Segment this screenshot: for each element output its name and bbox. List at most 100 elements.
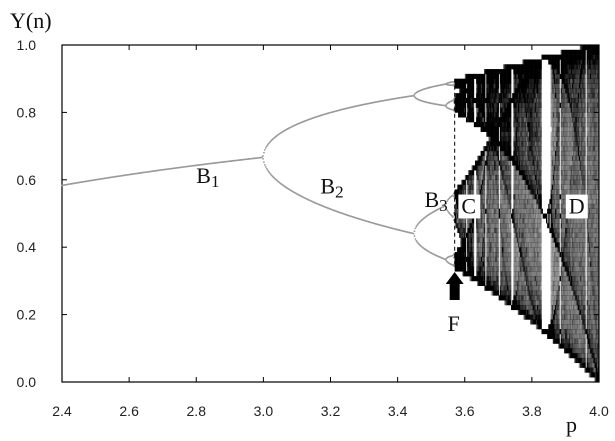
chaos-cell bbox=[499, 256, 502, 262]
chaos-cell bbox=[460, 107, 462, 113]
chaos-cell bbox=[496, 242, 498, 248]
chaos-cell bbox=[497, 97, 499, 104]
chaos-cell bbox=[482, 170, 485, 176]
chaos-cell bbox=[488, 280, 490, 287]
chaos-cell bbox=[470, 97, 472, 104]
chaos-cell bbox=[476, 73, 478, 79]
chaos-cell bbox=[468, 93, 470, 99]
chaos-cell bbox=[493, 194, 495, 200]
chaos-cell bbox=[509, 184, 512, 190]
chaos-cell bbox=[558, 218, 560, 224]
chaos-cell bbox=[540, 223, 542, 229]
chaos-cell bbox=[472, 218, 475, 224]
chaos-cell bbox=[496, 102, 498, 108]
chaos-cell bbox=[479, 237, 481, 243]
chaos-cell bbox=[481, 93, 484, 99]
chaos-cell bbox=[467, 242, 469, 248]
chaos-cell bbox=[558, 242, 560, 248]
chaos-cell bbox=[558, 223, 560, 229]
chaos-cell bbox=[488, 189, 490, 195]
chaos-cell bbox=[496, 73, 498, 79]
chaos-cell bbox=[454, 93, 457, 99]
chaos-cell bbox=[502, 146, 504, 152]
chaos-cell bbox=[464, 247, 467, 253]
chaos-cell bbox=[491, 88, 494, 94]
chaos-cell bbox=[484, 78, 486, 84]
chaos-cell bbox=[486, 208, 488, 214]
chaos-cell bbox=[470, 189, 472, 195]
chaos-cell bbox=[478, 83, 480, 89]
chaos-cell bbox=[463, 261, 466, 267]
chaos-cell bbox=[496, 208, 498, 214]
chaos-cell bbox=[482, 194, 485, 200]
chaos-cell bbox=[472, 266, 475, 272]
chaos-cell bbox=[459, 107, 461, 113]
branch-point bbox=[267, 170, 270, 173]
chaos-cell bbox=[459, 78, 461, 84]
chaos-cell bbox=[487, 266, 489, 272]
chaos-cell bbox=[484, 184, 486, 190]
chaos-cell bbox=[481, 179, 484, 185]
chaos-cell bbox=[500, 223, 503, 229]
chaos-cell bbox=[496, 93, 498, 99]
chaos-cell bbox=[471, 179, 474, 185]
chaos-cell bbox=[494, 141, 496, 147]
branch-point bbox=[412, 232, 415, 235]
chaos-cell bbox=[509, 174, 512, 181]
chaos-cell bbox=[454, 107, 457, 113]
chaos-cell bbox=[497, 136, 499, 142]
chaos-cell bbox=[489, 78, 492, 84]
chaos-cell bbox=[463, 223, 466, 229]
chaos-cell bbox=[478, 160, 480, 166]
chaos-cell bbox=[465, 117, 468, 123]
chaos-cell bbox=[463, 252, 466, 258]
chaos-cell bbox=[486, 280, 488, 287]
chaos-cell bbox=[473, 165, 476, 171]
chaos-cell bbox=[540, 256, 542, 262]
chaos-cell bbox=[499, 223, 502, 229]
chaos-cell bbox=[489, 93, 492, 99]
chaos-cell bbox=[462, 78, 464, 84]
chaos-cell bbox=[460, 266, 462, 272]
chaos-cell bbox=[500, 126, 503, 132]
chaos-cell bbox=[481, 252, 484, 258]
chaos-cell bbox=[496, 83, 498, 89]
chaos-cell bbox=[456, 227, 459, 234]
chaos-cell bbox=[468, 179, 470, 185]
chaos-cell bbox=[456, 184, 459, 190]
chaos-cell bbox=[500, 73, 503, 79]
chaos-cell bbox=[495, 165, 497, 171]
chaos-cell bbox=[472, 97, 475, 104]
chaos-cell bbox=[468, 227, 470, 234]
chaos-cell bbox=[487, 93, 489, 99]
chaos-cell bbox=[476, 256, 478, 262]
chaos-cell bbox=[493, 112, 495, 118]
chaos-cell bbox=[484, 170, 486, 176]
chaos-cell bbox=[499, 247, 502, 253]
chaos-cell bbox=[484, 285, 486, 291]
chaos-cell bbox=[500, 102, 503, 108]
chaos-cell bbox=[477, 223, 479, 229]
chaos-cell bbox=[493, 199, 495, 205]
chaos-cell bbox=[489, 73, 492, 79]
chaos-cell bbox=[464, 218, 467, 224]
chaos-cell bbox=[481, 223, 484, 229]
chaos-cell bbox=[509, 271, 512, 277]
chaos-cell bbox=[500, 218, 503, 224]
chaos-cell bbox=[464, 174, 467, 181]
chaos-cell bbox=[495, 97, 497, 104]
chaos-cell bbox=[481, 276, 484, 282]
chaos-cell bbox=[486, 203, 488, 209]
chaos-cell bbox=[558, 179, 560, 185]
chaos-cell bbox=[495, 223, 497, 229]
chaos-cell bbox=[477, 73, 479, 79]
chaos-cell bbox=[460, 227, 462, 234]
chaos-cell bbox=[470, 261, 472, 267]
chaos-cell bbox=[459, 223, 461, 229]
chaos-cell bbox=[471, 266, 474, 272]
chaos-cell bbox=[540, 83, 542, 89]
chaos-cell bbox=[486, 232, 488, 238]
chaos-cell bbox=[490, 179, 493, 185]
chaos-cell bbox=[493, 93, 495, 99]
chaos-cell bbox=[495, 290, 497, 296]
